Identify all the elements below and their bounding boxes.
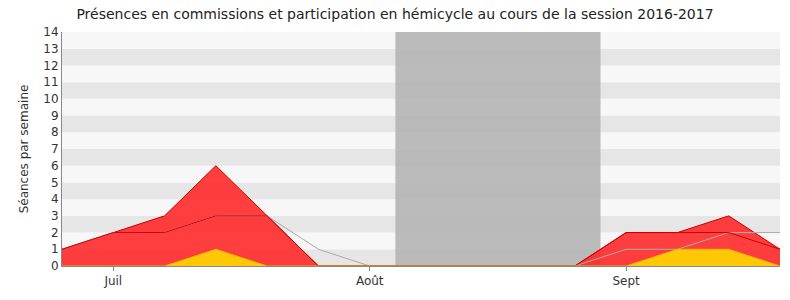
- svg-text:11: 11: [43, 75, 58, 89]
- svg-text:1: 1: [51, 242, 59, 256]
- svg-text:5: 5: [51, 176, 59, 190]
- svg-text:Sept: Sept: [612, 274, 640, 288]
- svg-text:14: 14: [43, 25, 58, 39]
- svg-text:0: 0: [51, 259, 59, 273]
- svg-text:Présences en commissions et pa: Présences en commissions et participatio…: [76, 6, 713, 22]
- svg-text:9: 9: [51, 109, 59, 123]
- svg-text:Juil: Juil: [103, 274, 122, 288]
- svg-text:12: 12: [43, 59, 58, 73]
- svg-text:6: 6: [51, 159, 59, 173]
- svg-text:2: 2: [51, 226, 59, 240]
- svg-text:7: 7: [51, 142, 59, 156]
- svg-text:13: 13: [43, 42, 58, 56]
- svg-text:8: 8: [51, 125, 59, 139]
- svg-text:4: 4: [51, 192, 59, 206]
- svg-text:3: 3: [51, 209, 59, 223]
- svg-text:Séances par semaine: Séances par semaine: [17, 85, 31, 214]
- svg-text:10: 10: [43, 92, 58, 106]
- svg-text:Août: Août: [356, 274, 384, 288]
